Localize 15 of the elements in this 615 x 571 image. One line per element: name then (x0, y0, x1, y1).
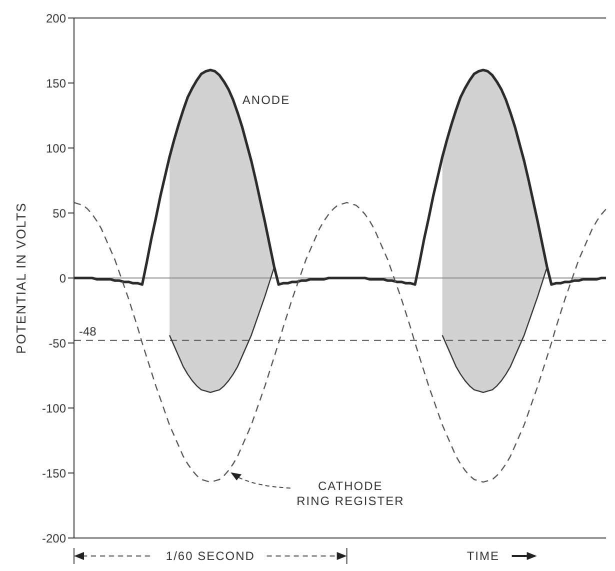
y-tick-label: 0 (59, 271, 66, 286)
y-tick-label: -100 (42, 401, 66, 416)
y-tick-label: 200 (46, 11, 66, 26)
y-axis-title: POTENTIAL IN VOLTS (14, 202, 29, 354)
text: TIME (466, 549, 500, 563)
series-label: ANODE (242, 93, 290, 107)
y-tick-label: 50 (52, 206, 66, 220)
y-tick-label: 150 (46, 76, 66, 90)
text: 1/60 SECOND (166, 549, 255, 563)
y-tick-label: -200 (42, 531, 66, 546)
y-tick-label: -50 (48, 336, 66, 350)
text: CATHODE RING REGISTER (296, 479, 404, 508)
y-tick-label: 100 (46, 141, 66, 156)
y-tick-label: -150 (42, 466, 66, 480)
ref-line-label: -48 (79, 324, 97, 338)
